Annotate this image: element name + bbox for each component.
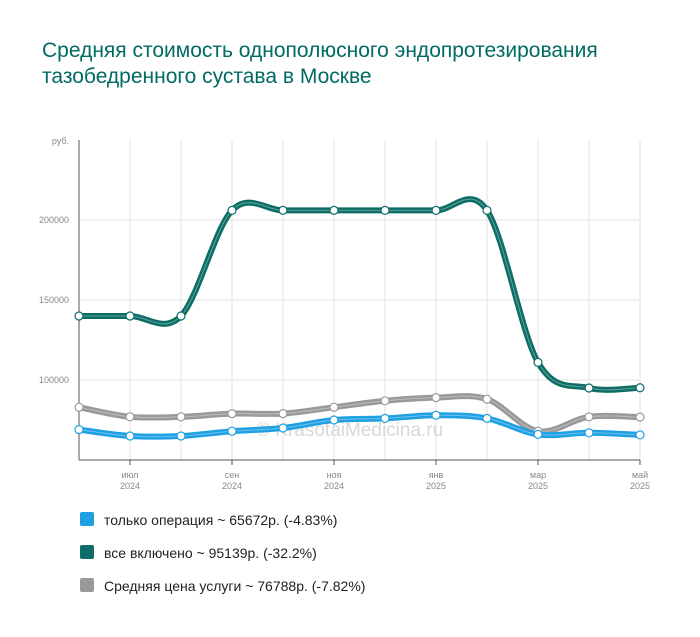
data-point bbox=[635, 430, 645, 440]
data-point bbox=[227, 409, 237, 419]
data-point bbox=[74, 311, 84, 321]
data-point bbox=[278, 205, 288, 215]
x-tick-label-year: 2025 bbox=[426, 481, 446, 491]
y-tick-label: 200000 bbox=[39, 215, 69, 225]
data-point bbox=[227, 426, 237, 436]
data-point bbox=[176, 311, 186, 321]
x-tick-label-month: янв bbox=[429, 470, 444, 480]
data-point bbox=[635, 412, 645, 422]
data-point bbox=[176, 431, 186, 441]
series-line-1 bbox=[76, 196, 643, 393]
data-points bbox=[74, 205, 645, 441]
data-point bbox=[380, 413, 390, 423]
data-point bbox=[482, 413, 492, 423]
data-point bbox=[380, 205, 390, 215]
data-point bbox=[329, 415, 339, 425]
data-point bbox=[125, 412, 135, 422]
grid bbox=[78, 140, 641, 460]
data-point bbox=[176, 412, 186, 422]
data-point bbox=[74, 425, 84, 435]
data-point bbox=[584, 412, 594, 422]
x-tick-label-month: ноя bbox=[327, 470, 342, 480]
y-unit-label: руб. bbox=[52, 136, 69, 146]
data-point bbox=[227, 205, 237, 215]
x-tick-label-month: сен bbox=[225, 470, 240, 480]
x-tick-label-month: июл bbox=[122, 470, 139, 480]
data-point bbox=[533, 429, 543, 439]
y-tick-label: 150000 bbox=[39, 295, 69, 305]
x-tick-label-year: 2024 bbox=[324, 481, 344, 491]
series-lines bbox=[76, 196, 643, 440]
x-tick-label-month: мар bbox=[530, 470, 546, 480]
chart-title: Средняя стоимость однополюсного эндопрот… bbox=[42, 39, 598, 88]
x-tick-label-year: 2025 bbox=[630, 481, 650, 491]
data-point bbox=[329, 402, 339, 412]
data-point bbox=[431, 393, 441, 403]
data-point bbox=[125, 311, 135, 321]
data-point bbox=[74, 402, 84, 412]
x-tick-label-year: 2024 bbox=[222, 481, 242, 491]
legend-swatch bbox=[80, 512, 94, 526]
data-point bbox=[125, 431, 135, 441]
data-point bbox=[482, 205, 492, 215]
legend-swatch bbox=[80, 545, 94, 559]
y-tick-label: 100000 bbox=[39, 375, 69, 385]
x-tick-label-year: 2024 bbox=[120, 481, 140, 491]
data-point bbox=[584, 428, 594, 438]
series-line-highlight-1 bbox=[78, 198, 641, 391]
data-point bbox=[482, 394, 492, 404]
legend-swatch bbox=[80, 578, 94, 592]
data-point bbox=[584, 383, 594, 393]
x-tick-label-year: 2025 bbox=[528, 481, 548, 491]
axes: 100000150000200000руб.июл2024сен2024ноя2… bbox=[39, 136, 650, 491]
data-point bbox=[278, 409, 288, 419]
legend-label: только операция ~ 65672р. (-4.83%) bbox=[104, 512, 338, 528]
data-point bbox=[431, 410, 441, 420]
x-tick-label-month: май bbox=[632, 470, 648, 480]
data-point bbox=[431, 205, 441, 215]
legend-label: Средняя цена услуги ~ 76788р. (-7.82%) bbox=[104, 578, 366, 594]
data-point bbox=[380, 396, 390, 406]
data-point bbox=[329, 205, 339, 215]
legend-label: все включено ~ 95139р. (-32.2%) bbox=[104, 545, 317, 561]
data-point bbox=[635, 383, 645, 393]
data-point bbox=[533, 357, 543, 367]
data-point bbox=[278, 423, 288, 433]
